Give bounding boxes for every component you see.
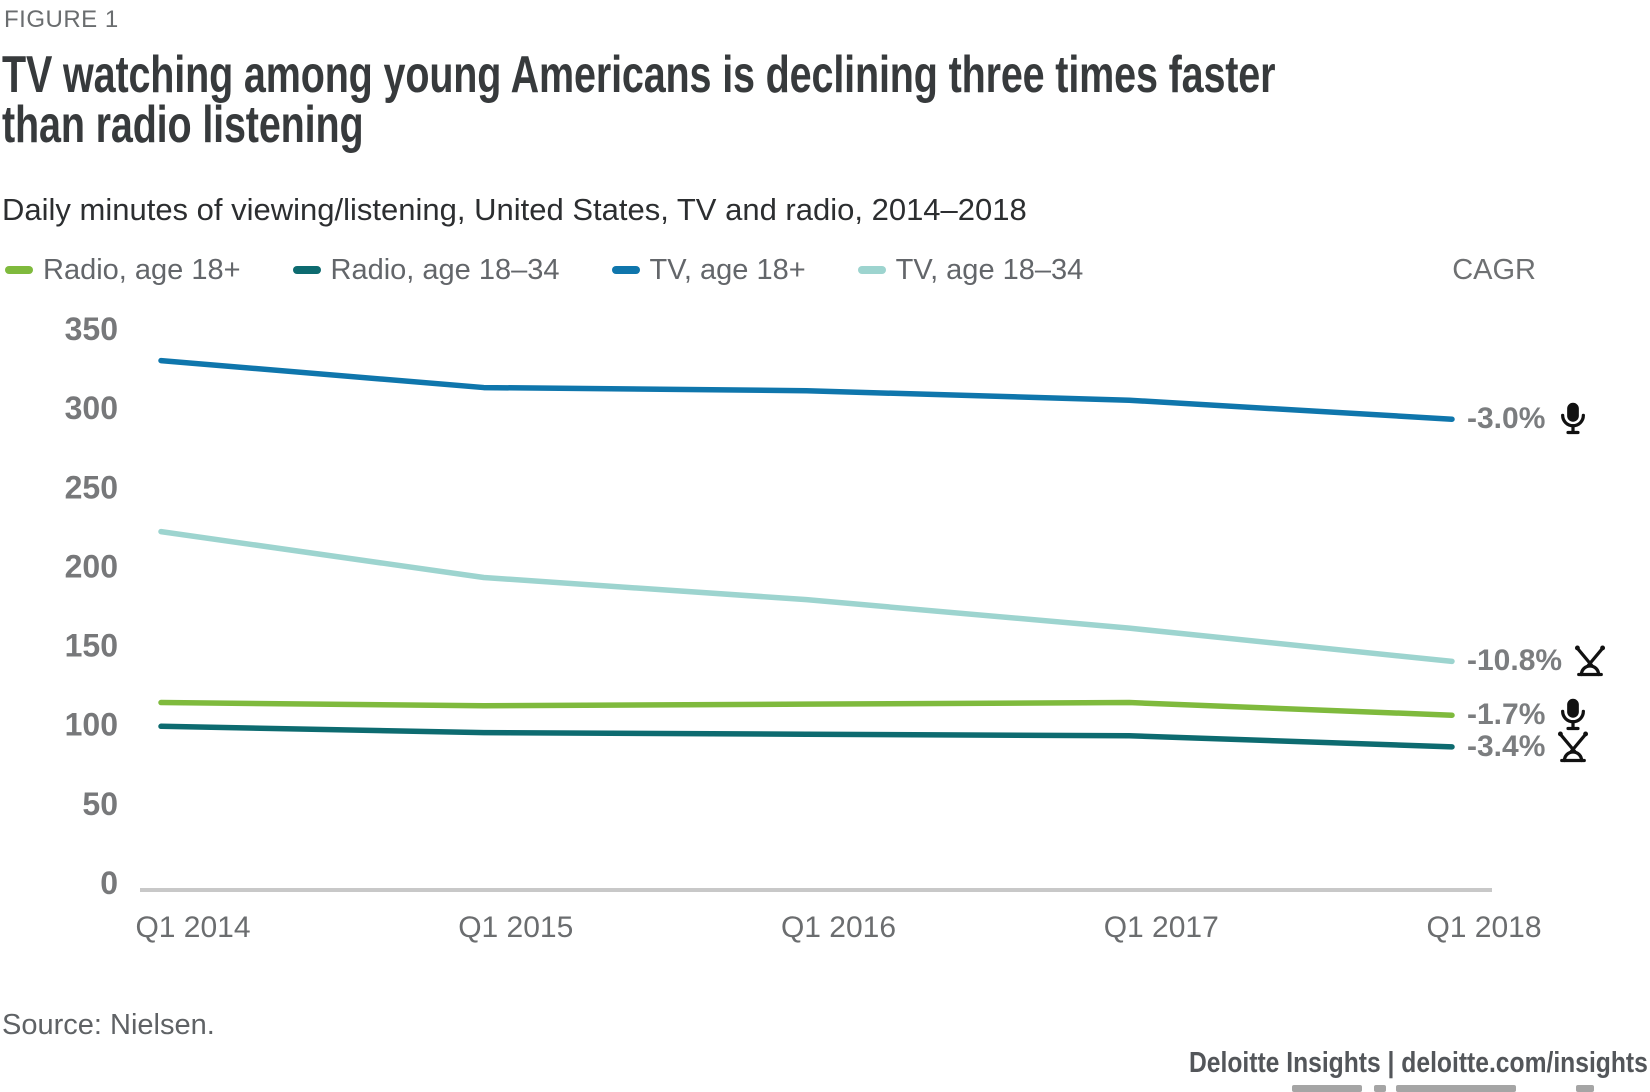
x-axis-tick-label: Q1 2016 xyxy=(781,911,896,944)
legend-label: TV, age 18+ xyxy=(649,253,806,286)
x-axis-tick-label: Q1 2017 xyxy=(1104,911,1219,944)
y-axis-tick-label: 150 xyxy=(65,628,118,664)
antenna-icon xyxy=(1556,729,1591,762)
series-line xyxy=(158,723,1455,750)
legend-swatch xyxy=(292,266,321,274)
series-line xyxy=(158,357,1455,422)
cagr-annotation: -3.0% xyxy=(1467,399,1591,439)
legend-item: Radio, age 18–34 xyxy=(292,253,560,287)
chart-title: TV watching among young Americans is dec… xyxy=(2,46,1276,155)
cagr-annotation: -3.4% xyxy=(1467,727,1591,767)
cagr-annotation: -10.8% xyxy=(1467,641,1608,681)
cagr-value: -10.8% xyxy=(1467,644,1563,678)
series-line xyxy=(158,699,1455,718)
chart-series-lines xyxy=(158,357,1455,750)
y-axis-tick-label: 100 xyxy=(65,707,118,743)
legend-label: TV, age 18–34 xyxy=(895,253,1084,286)
y-axis-tick-label: 300 xyxy=(65,390,118,426)
x-axis-tick-label: Q1 2014 xyxy=(135,911,250,944)
y-axis-tick-label: 250 xyxy=(65,469,118,505)
figure-label: FIGURE 1 xyxy=(4,6,119,33)
series-line xyxy=(158,528,1455,665)
y-axis-tick-label: 350 xyxy=(65,311,118,347)
cropped-text-fragments xyxy=(0,1085,1650,1092)
y-axis-tick-label: 200 xyxy=(65,548,118,584)
source-note: Source: Nielsen. xyxy=(2,1009,215,1041)
cagr-value: -1.7% xyxy=(1467,698,1546,732)
x-axis-tick-label: Q1 2015 xyxy=(458,911,573,944)
legend-item: TV, age 18–34 xyxy=(857,253,1084,287)
legend-swatch xyxy=(857,266,886,274)
legend-swatch xyxy=(611,266,640,274)
y-axis-tick-label: 0 xyxy=(100,865,118,901)
legend: Radio, age 18+ Radio, age 18–34 TV, age 18… xyxy=(5,252,1536,288)
chart-subtitle: Daily minutes of viewing/listening, Unit… xyxy=(2,192,1027,227)
legend-item: TV, age 18+ xyxy=(611,253,806,287)
y-axis-tick-labels: 0 50 100 150 200 250 300 350 xyxy=(65,311,118,901)
footer-branding: Deloitte Insights | deloitte.com/insight… xyxy=(1189,1047,1648,1079)
y-axis-tick-label: 50 xyxy=(82,786,118,822)
cagr-annotation: -1.7% xyxy=(1467,695,1591,735)
legend-label: Radio, age 18+ xyxy=(43,253,241,286)
x-axis-tick-label: Q1 2018 xyxy=(1426,911,1541,944)
legend-item: Radio, age 18+ xyxy=(5,254,241,287)
microphone-icon xyxy=(1561,401,1586,435)
cagr-value: -3.0% xyxy=(1467,402,1546,436)
cagr-value: -3.4% xyxy=(1467,729,1546,763)
x-axis-tick-labels: Q1 2014 Q1 2015 Q1 2016 Q1 2017 Q1 2018 xyxy=(135,911,1541,944)
antenna-icon xyxy=(1573,644,1607,677)
legend-label: Radio, age 18–34 xyxy=(330,253,560,286)
cagr-header: CAGR xyxy=(1452,253,1536,286)
legend-swatch xyxy=(5,266,33,274)
